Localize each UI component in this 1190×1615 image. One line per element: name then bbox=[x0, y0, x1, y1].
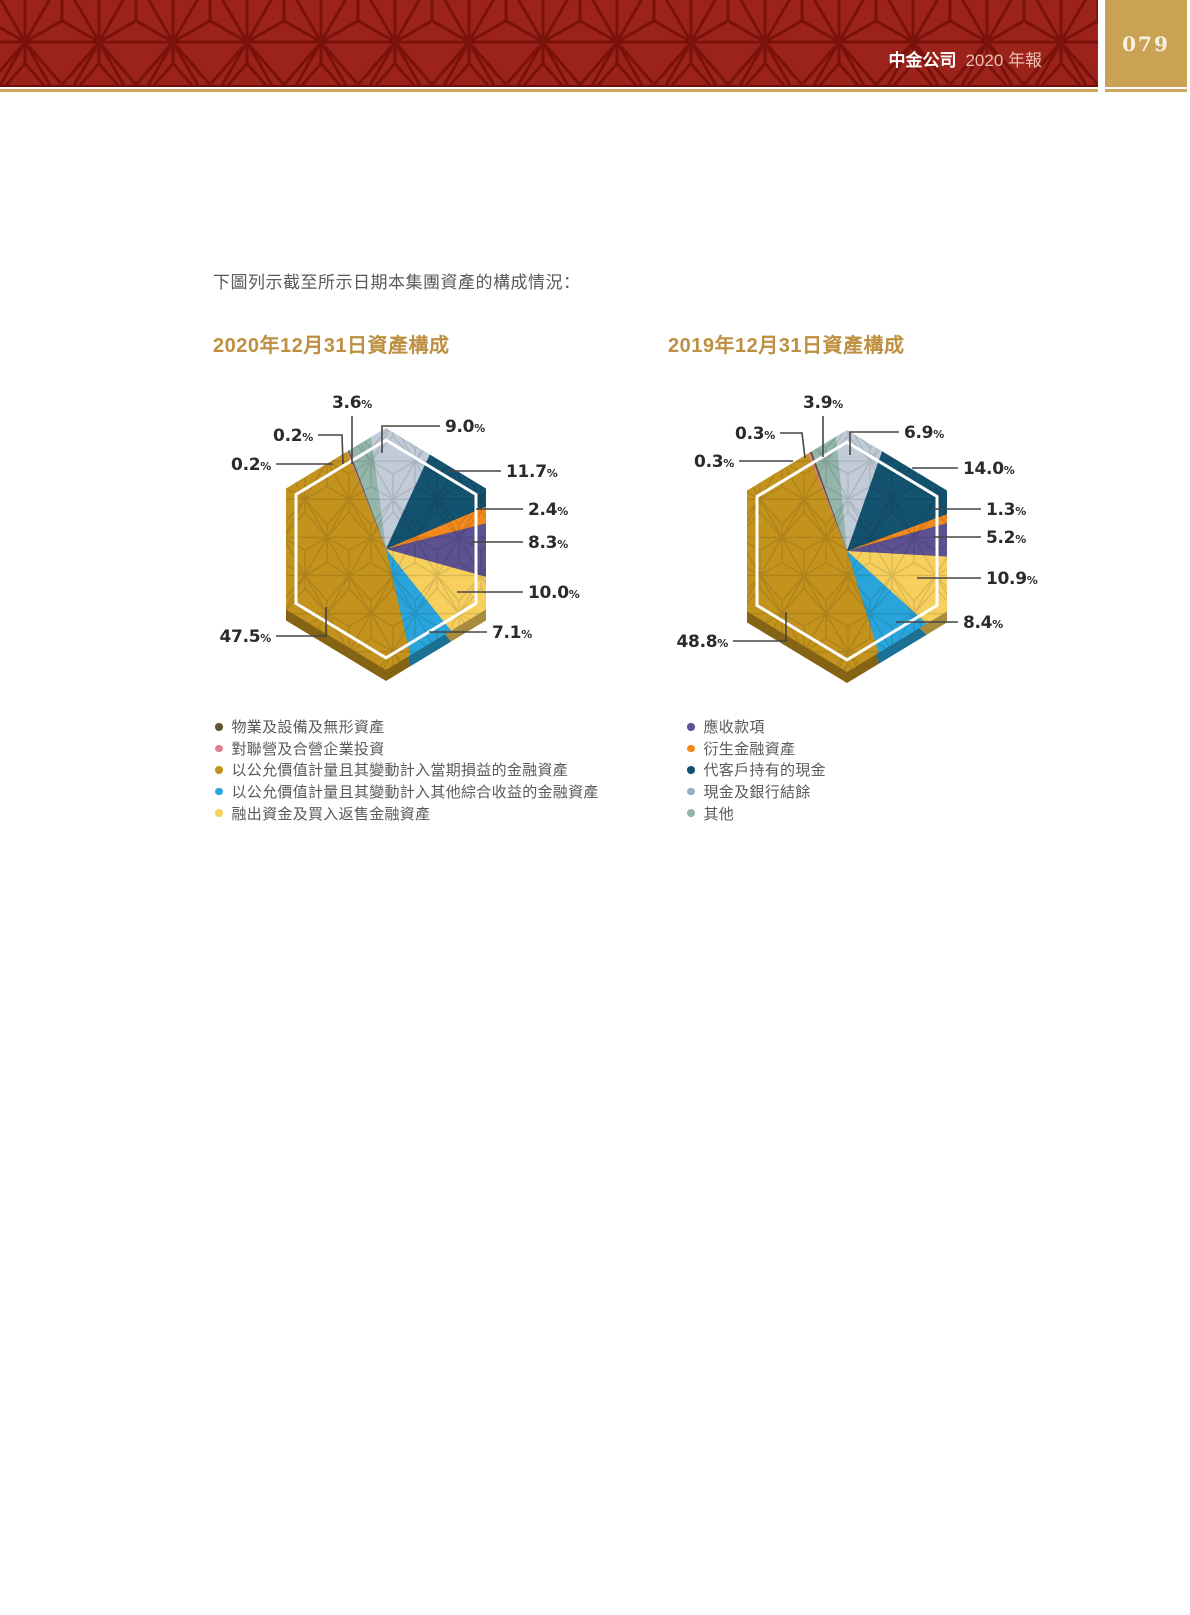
chart-title-2019: 2019年12月31日資產構成 bbox=[668, 335, 905, 357]
header-rule bbox=[0, 89, 1187, 92]
callout-label-margin: 10.0% bbox=[528, 583, 580, 603]
header-rule-left bbox=[0, 89, 1098, 92]
callout-label-client_cash: 14.0% bbox=[963, 459, 1015, 479]
legend-dot-fvoci bbox=[215, 787, 223, 796]
legend-item-fvtpl: 以公允價值計量且其變動計入當期損益的金融資產 bbox=[215, 759, 599, 781]
callout-label-jv: 0.2% bbox=[231, 455, 271, 475]
header-rule-right bbox=[1105, 89, 1187, 92]
company-name: 中金公司 bbox=[888, 51, 957, 70]
callout-label-fvoci: 7.1% bbox=[492, 623, 532, 643]
legend-item-cash_bank: 現金及銀行結餘 bbox=[687, 781, 826, 803]
legend-label-fvtpl: 以公允價值計量且其變動計入當期損益的金融資產 bbox=[231, 762, 569, 780]
header-red-band: 中金公司 2020 年報 bbox=[0, 0, 1098, 87]
intro-text: 下圖列示截至所示日期本集團資產的構成情況： bbox=[213, 273, 581, 292]
legend-item-property: 物業及設備及無形資產 bbox=[215, 716, 599, 738]
legend-label-fvoci: 以公允價值計量且其變動計入其他綜合收益的金融資產 bbox=[231, 784, 599, 802]
legend-dot-property bbox=[215, 723, 223, 731]
callout-line-property bbox=[318, 434, 344, 465]
callout-label-property: 0.2% bbox=[273, 426, 313, 446]
legend-item-margin: 融出資金及買入返售金融資產 bbox=[215, 802, 599, 824]
legend-dot-receivables bbox=[687, 723, 695, 731]
header-text: 中金公司 2020 年報 bbox=[888, 46, 1042, 71]
asset-composition-chart-2020: 3.6% 9.0% 11.7% 2.4% 8.3% 10.0% 7.1% 47.5% 0.2%0… bbox=[220, 393, 580, 681]
inner-hexagon-outline bbox=[755, 440, 939, 662]
legend-2020: 物業及設備及無形資產 對聯營及合營企業投資以公允價值計量且其變動計入當期損益的金融… bbox=[215, 716, 599, 824]
legend-item-derivatives: 衍生金融資產 bbox=[687, 738, 826, 760]
callout-label-jv: 0.3% bbox=[694, 452, 734, 472]
callout-label-others: 3.6% bbox=[332, 393, 372, 413]
page-number-box: 079 bbox=[1105, 0, 1187, 87]
legend-item-others: 其他 bbox=[687, 802, 826, 824]
legend-label-jv: 對聯營及合營企業投資 bbox=[231, 740, 385, 758]
report-title: 2020 年報 bbox=[965, 51, 1042, 70]
legend-dot-cash_bank bbox=[687, 787, 695, 796]
chart-title-2020: 2020年12月31日資產構成 bbox=[213, 335, 450, 357]
callout-label-cash_bank: 9.0% bbox=[445, 417, 485, 437]
pattern-overlay bbox=[286, 428, 486, 670]
callout-label-margin: 10.9% bbox=[986, 569, 1038, 589]
legend-label-client_cash: 代客戶持有的現金 bbox=[703, 762, 826, 780]
legend-label-others: 其他 bbox=[703, 805, 735, 823]
callout-label-property: 0.3% bbox=[735, 424, 775, 444]
callout-label-receivables: 5.2% bbox=[986, 528, 1026, 548]
callout-label-derivatives: 2.4% bbox=[528, 500, 568, 520]
inner-hexagon-outline bbox=[294, 438, 478, 660]
asanoha-pattern bbox=[0, 0, 1098, 85]
page-header: 中金公司 2020 年報 079 bbox=[0, 0, 1187, 87]
callout-line-cash_bank bbox=[849, 431, 899, 455]
callout-line-fvtpl bbox=[733, 612, 787, 642]
legend-dot-fvtpl bbox=[215, 766, 223, 774]
legend-item-fvoci: 以公允價值計量且其變動計入其他綜合收益的金融資產 bbox=[215, 781, 599, 803]
header-rule-gap bbox=[1098, 89, 1105, 92]
asset-composition-chart-2019: 3.9% 6.9% 14.0% 1.3% 5.2% 10.9% 8.4% 48.8% 0.3%0… bbox=[677, 393, 1038, 683]
callout-label-fvtpl: 47.5% bbox=[220, 627, 272, 647]
legend-2019: 應收款項衍生金融資產代客戶持有的現金 現金及銀行結餘 其他 bbox=[687, 716, 826, 824]
legend-dot-margin bbox=[215, 809, 223, 817]
callout-label-fvtpl: 48.8% bbox=[677, 632, 729, 652]
legend-label-cash_bank: 現金及銀行結餘 bbox=[703, 784, 811, 802]
legend-item-jv: 對聯營及合營企業投資 bbox=[215, 738, 599, 760]
legend-item-client_cash: 代客戶持有的現金 bbox=[687, 759, 826, 781]
callout-label-fvoci: 8.4% bbox=[963, 613, 1003, 633]
legend-label-receivables: 應收款項 bbox=[703, 719, 765, 737]
page-number: 079 bbox=[1122, 31, 1170, 56]
legend-dot-derivatives bbox=[687, 744, 695, 753]
legend-dot-client_cash bbox=[687, 766, 695, 774]
callout-line-property bbox=[780, 432, 806, 459]
legend-item-receivables: 應收款項 bbox=[687, 716, 826, 738]
callout-line-fvtpl bbox=[276, 607, 327, 637]
callout-label-cash_bank: 6.9% bbox=[904, 423, 944, 443]
callout-label-derivatives: 1.3% bbox=[986, 500, 1026, 520]
legend-label-derivatives: 衍生金融資產 bbox=[703, 740, 796, 758]
callout-label-client_cash: 11.7% bbox=[506, 462, 558, 482]
callout-label-receivables: 8.3% bbox=[528, 533, 568, 553]
legend-dot-jv bbox=[215, 744, 223, 753]
pattern-overlay bbox=[747, 430, 947, 672]
legend-label-margin: 融出資金及買入返售金融資產 bbox=[231, 805, 431, 823]
legend-label-property: 物業及設備及無形資產 bbox=[231, 719, 385, 737]
callout-line-cash_bank bbox=[381, 425, 440, 453]
callout-label-others: 3.9% bbox=[803, 393, 843, 413]
legend-dot-others bbox=[687, 809, 695, 817]
header-gap bbox=[1098, 0, 1105, 87]
